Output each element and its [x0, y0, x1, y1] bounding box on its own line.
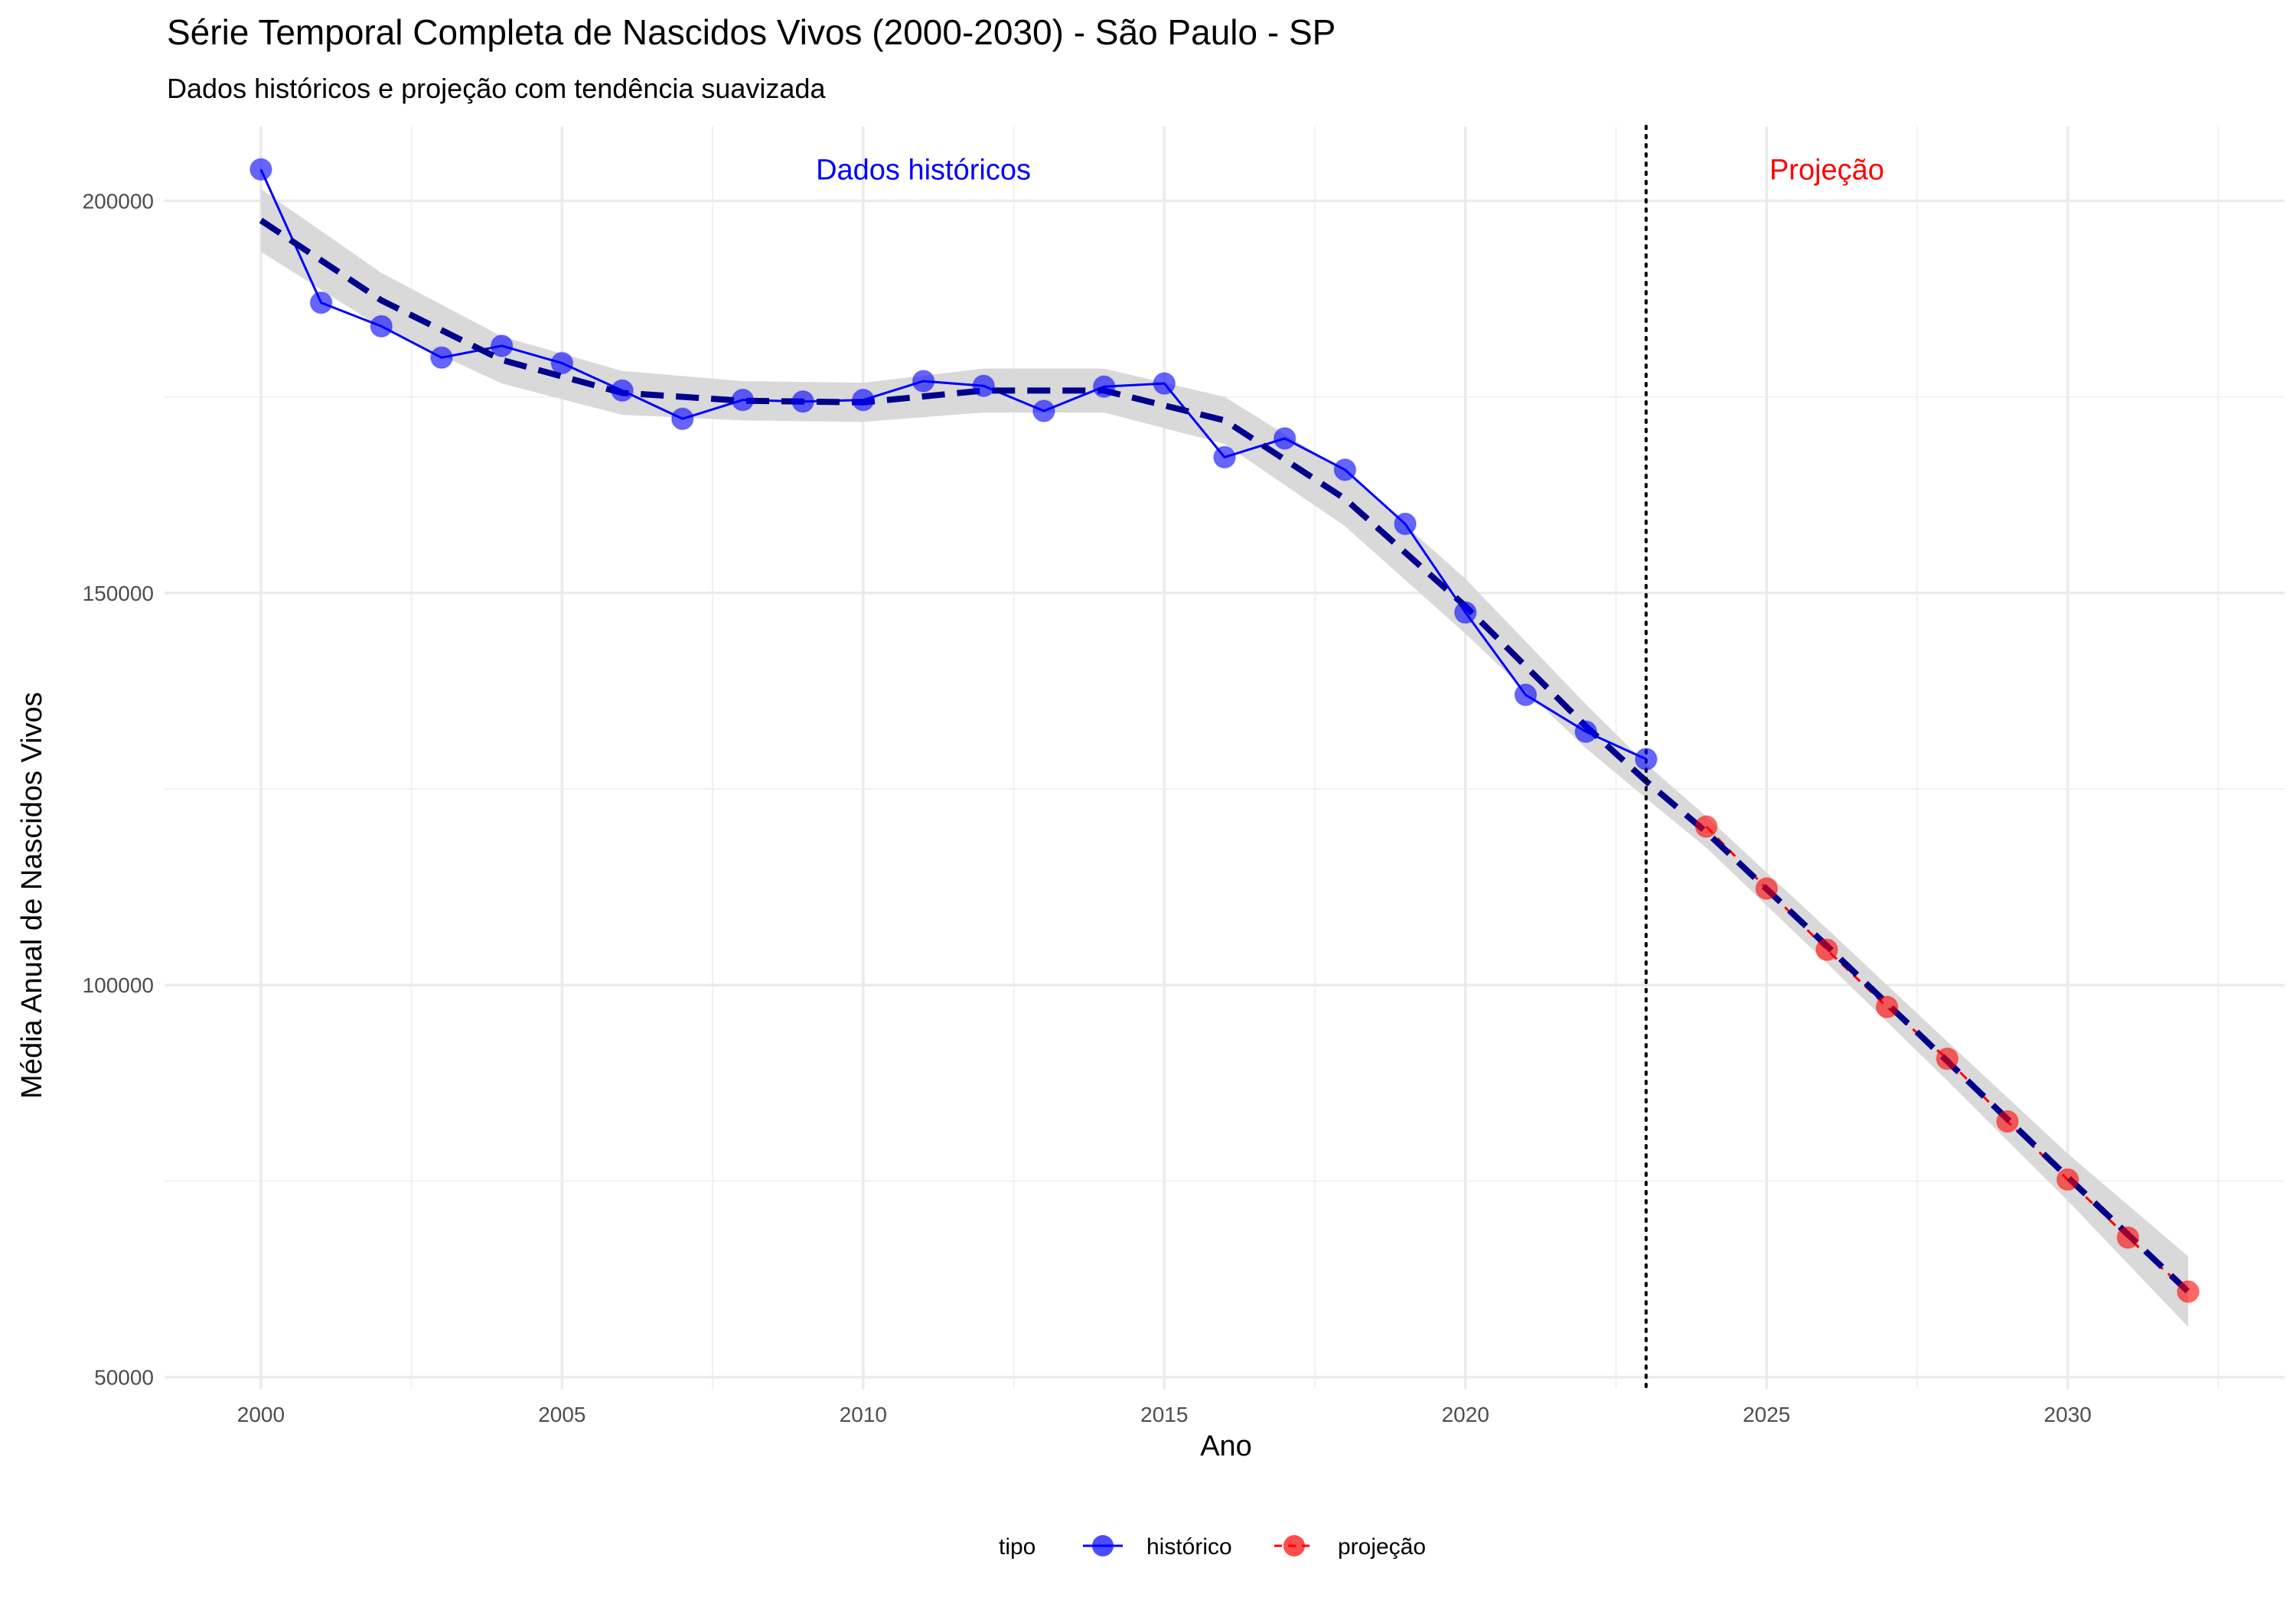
- data-point: [972, 374, 996, 398]
- data-point: [1996, 1110, 2020, 1133]
- data-point: [2056, 1168, 2079, 1191]
- data-point: [249, 158, 272, 181]
- y-tick-label: 150000: [83, 582, 154, 605]
- series-line-0: [259, 168, 1647, 761]
- legend: tipo histórico projeção: [999, 1534, 1426, 1560]
- points-layer: [249, 158, 2200, 1303]
- data-point: [1394, 512, 1417, 536]
- x-axis-title: Ano: [1200, 1430, 1252, 1462]
- trend-line: [259, 217, 2190, 1294]
- y-axis-title: Média Anual de Nascidos Vivos: [16, 692, 48, 1099]
- data-point: [1453, 601, 1477, 624]
- legend-entry-label: histórico: [1146, 1534, 1232, 1560]
- data-point: [1333, 458, 1357, 481]
- x-tick-label: 2030: [2044, 1403, 2092, 1426]
- data-point: [1092, 375, 1116, 399]
- data-point: [429, 346, 453, 370]
- annotation-label: Projeção: [1769, 154, 1884, 186]
- data-point: [611, 379, 634, 403]
- grid: [165, 126, 2285, 1389]
- data-point: [1032, 399, 1055, 423]
- data-point: [1875, 995, 1899, 1019]
- legend-entry-label: projeção: [1338, 1534, 1426, 1560]
- data-point: [1153, 372, 1176, 396]
- trend-band-layer: [260, 188, 2189, 1328]
- annotation-layer: Dados históricos Projeção: [816, 154, 1884, 186]
- data-point: [2177, 1279, 2200, 1303]
- x-tick-label: 2000: [237, 1403, 285, 1426]
- data-point: [370, 315, 393, 338]
- chart-title: Série Temporal Completa de Nascidos Vivo…: [167, 12, 1336, 52]
- data-point: [731, 388, 755, 412]
- data-point: [791, 390, 815, 413]
- x-tick-label: 2015: [1140, 1403, 1188, 1426]
- data-point: [912, 370, 935, 393]
- trend-line-layer: [259, 217, 2190, 1294]
- data-point: [1694, 815, 1718, 839]
- legend-key-point: [1092, 1535, 1114, 1556]
- y-tick-label: 100000: [83, 973, 154, 997]
- legend-key-point: [1283, 1535, 1305, 1556]
- data-point: [490, 334, 514, 357]
- trend-confidence-band: [260, 188, 2189, 1328]
- series-layer: [259, 168, 2190, 1293]
- data-point: [1213, 445, 1236, 469]
- chart-subtitle: Dados históricos e projeção com tendênci…: [167, 73, 826, 104]
- y-tick-label: 50000: [94, 1366, 154, 1390]
- data-point: [2116, 1226, 2140, 1250]
- x-tick-label: 2005: [538, 1403, 585, 1426]
- legend-title: tipo: [999, 1534, 1035, 1560]
- x-tick-label: 2025: [1743, 1403, 1790, 1426]
- data-point: [1755, 877, 1779, 901]
- data-point: [1815, 938, 1838, 962]
- axis-layer: 2000 2005 2010 2015 2020 2025 2030 50000 100000 1…: [83, 189, 2092, 1426]
- series-line-1: [1705, 826, 2190, 1293]
- x-tick-label: 2010: [840, 1403, 887, 1426]
- data-point: [1936, 1047, 1959, 1071]
- data-point: [851, 388, 875, 412]
- annotation-label: Dados históricos: [816, 154, 1031, 186]
- data-point: [1634, 748, 1658, 771]
- data-point: [550, 351, 574, 375]
- x-tick-label: 2020: [1442, 1403, 1489, 1426]
- data-point: [309, 291, 333, 315]
- data-point: [670, 407, 694, 431]
- data-point: [1273, 426, 1296, 450]
- data-point: [1514, 683, 1538, 707]
- data-point: [1574, 720, 1598, 744]
- y-tick-label: 200000: [83, 189, 154, 213]
